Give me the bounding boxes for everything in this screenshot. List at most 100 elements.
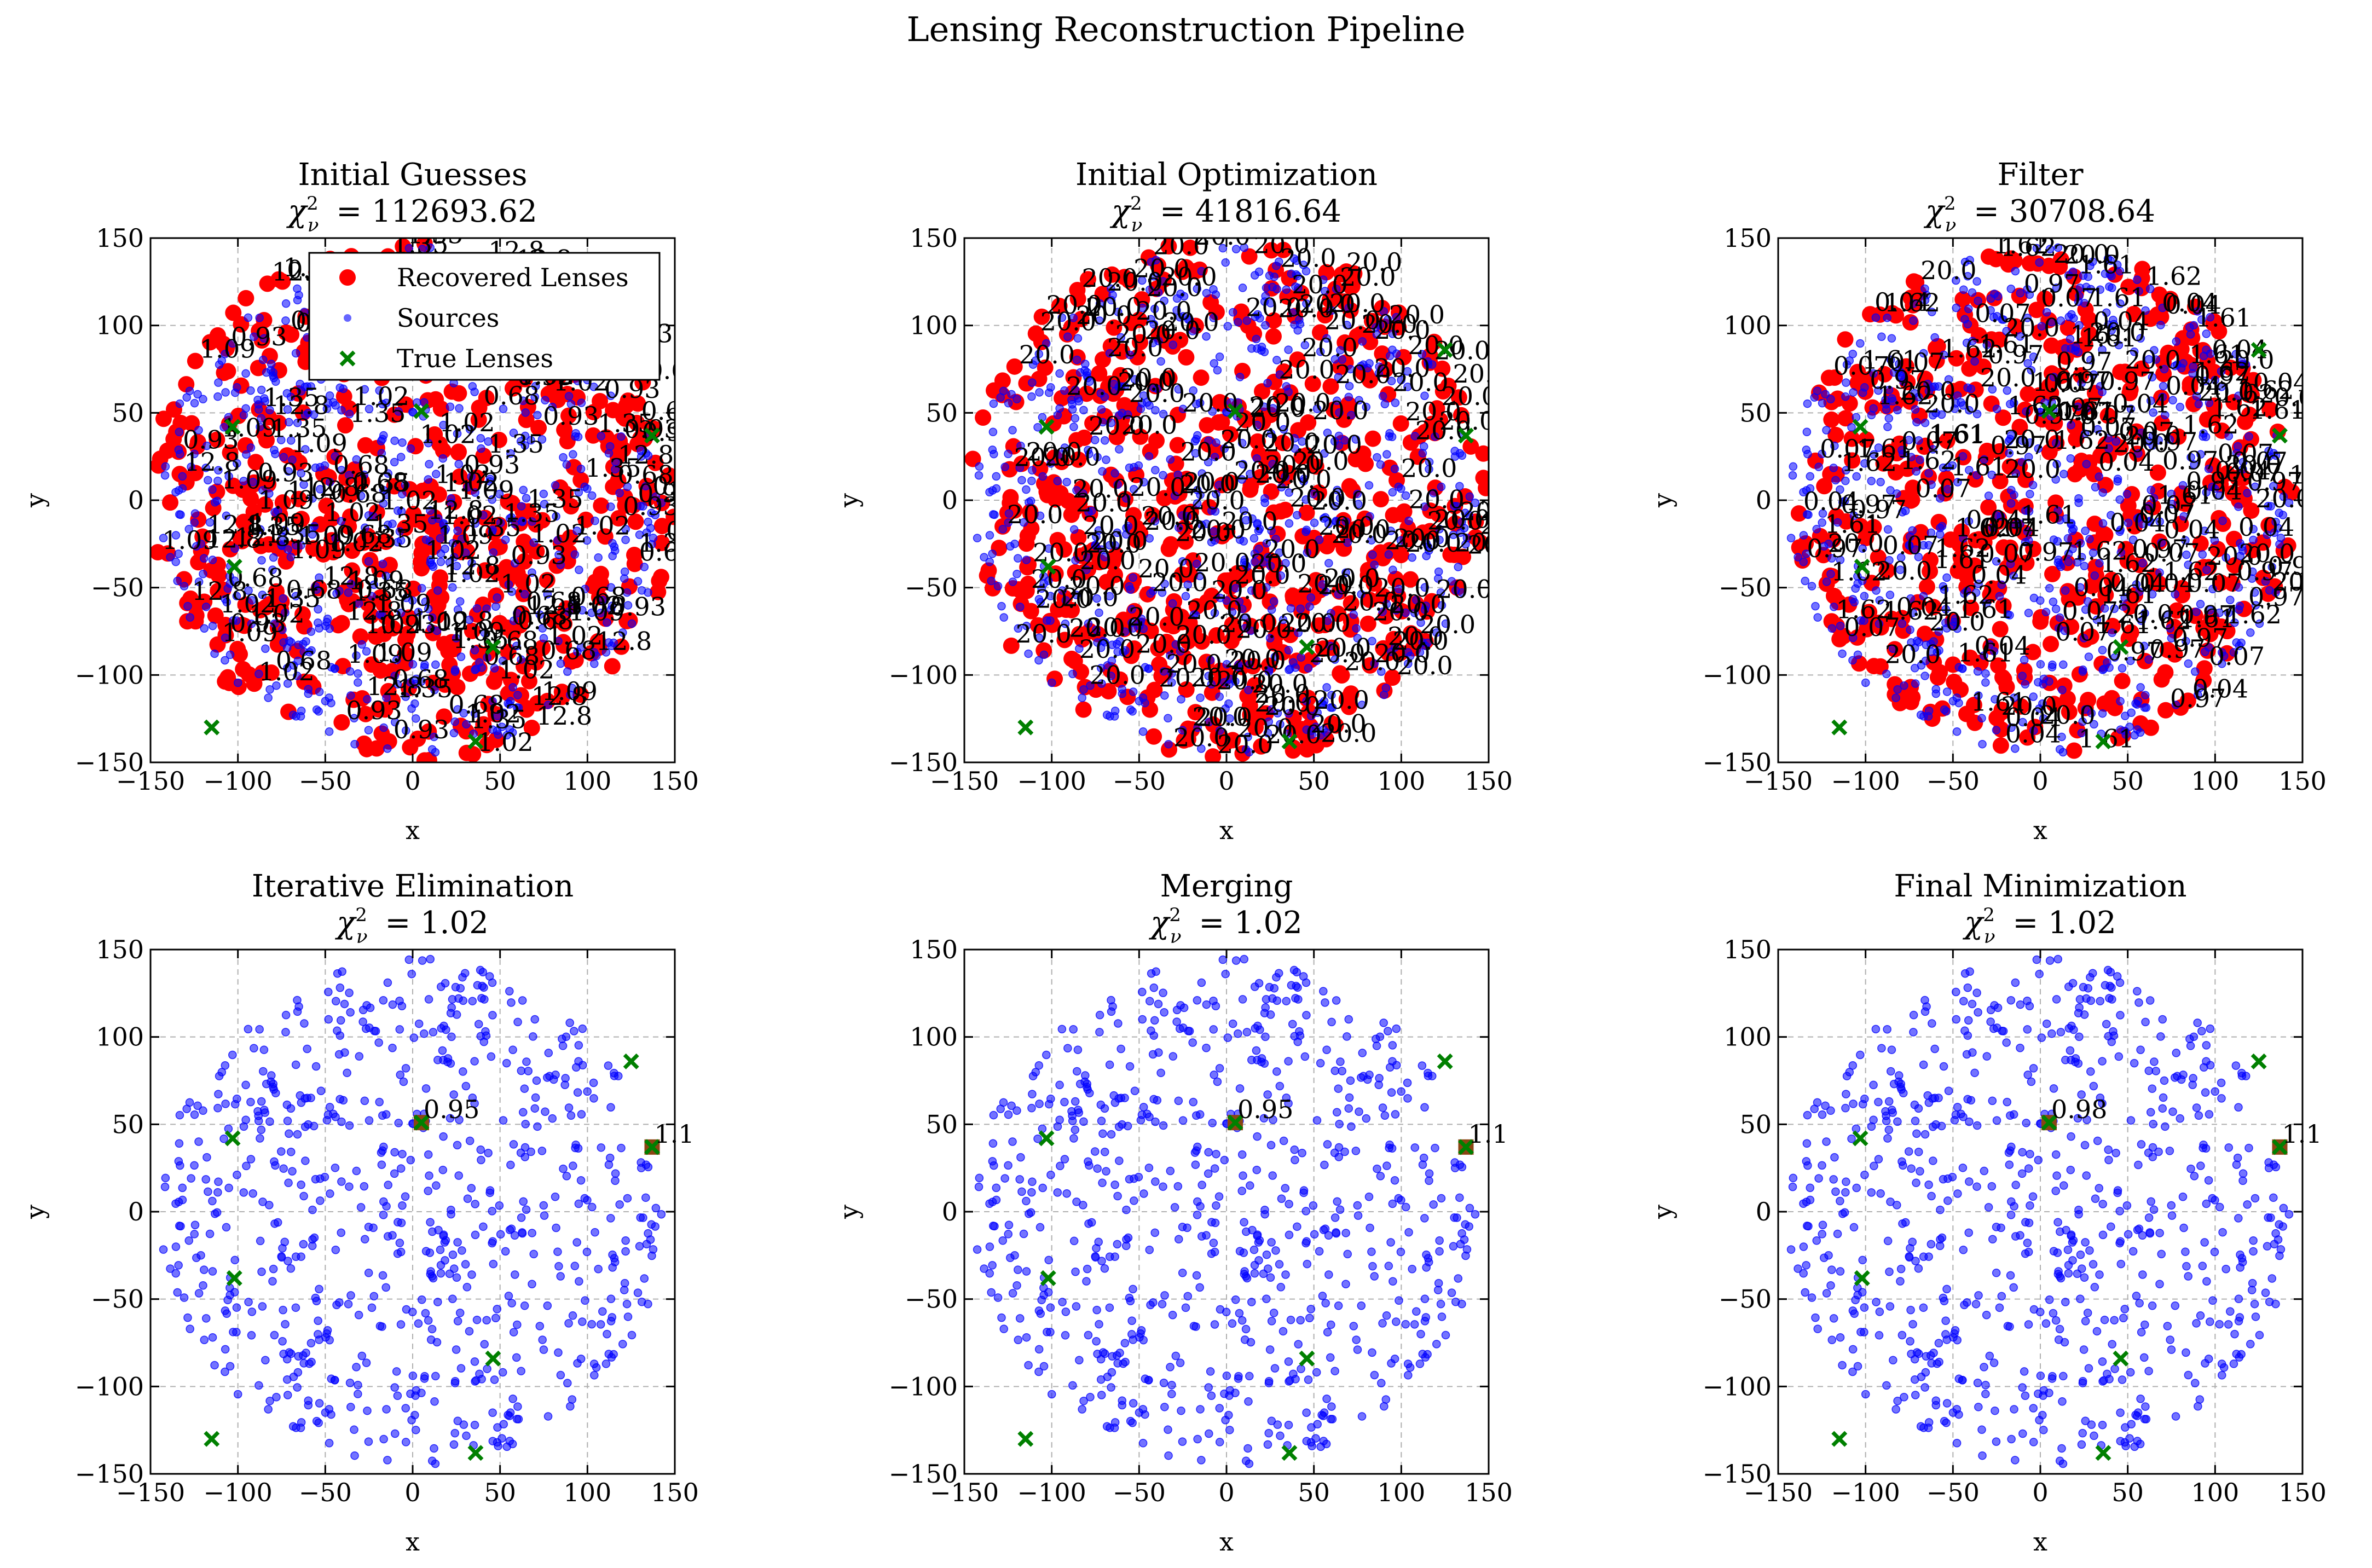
source-point [1959, 285, 1968, 294]
source-point [559, 1164, 568, 1173]
source-point [254, 669, 263, 679]
source-point [644, 1162, 653, 1172]
source-point [1849, 388, 1858, 397]
source-point [175, 399, 184, 408]
source-point [480, 628, 489, 637]
source-point [269, 1085, 279, 1094]
source-point [597, 432, 606, 441]
source-point [1821, 390, 1830, 399]
source-point [396, 1071, 404, 1079]
source-point [497, 1434, 506, 1443]
recovered-lens-point [1265, 328, 1282, 345]
source-point [204, 1187, 212, 1196]
source-point [398, 438, 407, 447]
source-point [406, 444, 415, 453]
source-point [364, 1437, 373, 1446]
source-point [470, 1357, 479, 1366]
source-point [1376, 460, 1385, 469]
recovered-lens-point [323, 510, 340, 527]
source-point [345, 988, 354, 997]
source-point [382, 1405, 391, 1414]
source-point [354, 1311, 363, 1320]
recovered-lens-point [975, 409, 992, 426]
source-point [294, 1352, 303, 1361]
source-point [606, 1294, 616, 1304]
source-point [1891, 693, 1900, 702]
source-point [482, 604, 491, 614]
source-point [1125, 463, 1134, 472]
y-tick-label: 50 [925, 398, 958, 427]
lens-annotation: 20.0 [1246, 292, 1301, 322]
source-point [1261, 321, 1270, 330]
lens-annotation: 1.61 [2079, 250, 2134, 280]
source-point [2098, 519, 2108, 528]
source-point [293, 1130, 302, 1139]
source-point [507, 587, 516, 596]
source-point [644, 1229, 652, 1238]
source-point [453, 1416, 462, 1425]
source-point [520, 1084, 529, 1093]
recovered-lens-point [478, 390, 495, 407]
source-point [281, 316, 290, 325]
source-point [257, 414, 266, 423]
source-point [504, 1292, 513, 1300]
source-point [436, 1245, 445, 1254]
recovered-lens-point [277, 324, 294, 341]
source-point [257, 556, 266, 565]
source-point [627, 619, 637, 628]
source-point [374, 1038, 383, 1047]
source-point [192, 1253, 201, 1263]
source-point [456, 983, 465, 993]
source-point [311, 1062, 321, 1071]
recovered-lens-point [451, 468, 468, 485]
lens-annotation: 20.0 [1460, 497, 1515, 526]
source-point [244, 1025, 253, 1034]
x-tick-label: 0 [2032, 766, 2048, 796]
source-point [617, 1143, 626, 1153]
source-point [446, 402, 455, 412]
source-point [1210, 359, 1218, 368]
source-point [483, 1364, 491, 1373]
source-point [1838, 649, 1847, 658]
source-point [350, 739, 359, 749]
source-point [637, 1158, 645, 1167]
source-point [538, 624, 547, 633]
x-tick-label: 0 [1218, 766, 1234, 796]
source-point [355, 1052, 364, 1061]
x-axis-label: x [1219, 815, 1234, 845]
source-point [208, 1267, 217, 1276]
source-point [361, 523, 369, 533]
source-point [1008, 577, 1017, 586]
source-point [561, 1074, 570, 1083]
lens-annotation: 1.62 [1836, 594, 1892, 624]
source-point [1942, 687, 1952, 696]
source-point [1818, 398, 1827, 408]
source-point [488, 1239, 496, 1248]
source-point [269, 553, 278, 562]
source-point [379, 1197, 388, 1206]
source-point [221, 1306, 230, 1315]
source-point [1389, 565, 1397, 574]
recovered-lens-point [520, 673, 537, 690]
source-point [277, 1147, 286, 1156]
source-point [285, 1129, 293, 1138]
source-point [512, 641, 521, 651]
source-point [1284, 345, 1293, 354]
legend-label: True Lenses [397, 344, 553, 373]
lens-annotation: 1.02 [258, 657, 314, 686]
recovered-lens-point [261, 536, 277, 553]
lens-annotation: 0.93 [394, 715, 449, 744]
lens-annotation: 1.61 [1957, 594, 2013, 624]
source-point [1126, 585, 1135, 594]
source-point [605, 442, 615, 451]
true-lens-marker [1017, 719, 1034, 736]
source-point [383, 1456, 392, 1465]
source-point [482, 1316, 491, 1325]
recovered-lens-point [437, 676, 454, 693]
source-point [281, 299, 291, 308]
y-tick-label: −50 [905, 573, 958, 603]
lens-annotation: 0.04 [2238, 512, 2294, 542]
source-point [292, 712, 300, 721]
source-point [606, 1317, 616, 1326]
recovered-lens-point [526, 646, 543, 663]
